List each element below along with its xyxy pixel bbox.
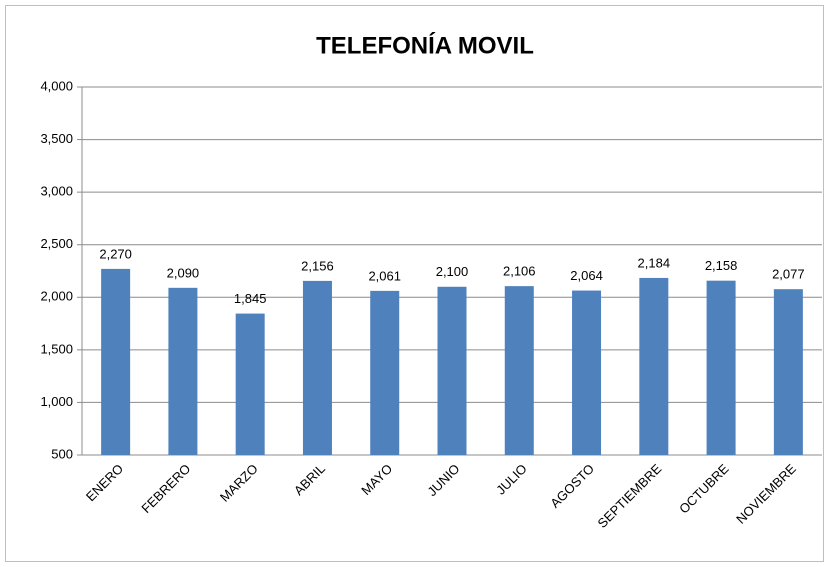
data-label: 2,156 bbox=[301, 258, 334, 273]
data-label: 2,090 bbox=[167, 265, 200, 280]
y-tick-label: 1,000 bbox=[40, 394, 73, 409]
bar bbox=[773, 289, 803, 455]
bar bbox=[572, 290, 602, 455]
bar bbox=[639, 277, 669, 455]
data-label: 2,270 bbox=[99, 246, 132, 261]
y-tick-label: 500 bbox=[51, 446, 73, 461]
data-label: 2,158 bbox=[705, 258, 738, 273]
bar bbox=[101, 268, 131, 455]
y-tick-label: 1,500 bbox=[40, 341, 73, 356]
chart-frame bbox=[5, 5, 824, 562]
bar bbox=[437, 286, 467, 455]
data-label: 2,061 bbox=[368, 268, 401, 283]
data-label: 2,077 bbox=[772, 267, 805, 282]
y-tick-label: 3,000 bbox=[40, 184, 73, 199]
bar bbox=[504, 286, 534, 455]
data-label: 1,845 bbox=[234, 291, 267, 306]
data-label: 2,064 bbox=[570, 268, 603, 283]
bar bbox=[168, 287, 198, 455]
y-tick-label: 4,000 bbox=[40, 78, 73, 93]
bar bbox=[370, 290, 400, 455]
y-tick-label: 2,000 bbox=[40, 289, 73, 304]
bar bbox=[302, 280, 332, 455]
chart-title: TELEFONÍA MOVIL bbox=[316, 31, 534, 59]
data-label: 2,106 bbox=[503, 264, 536, 279]
data-label: 2,184 bbox=[638, 255, 671, 270]
y-tick-label: 3,500 bbox=[40, 131, 73, 146]
bar bbox=[706, 280, 736, 455]
bar bbox=[235, 313, 265, 455]
data-label: 2,100 bbox=[436, 264, 469, 279]
y-tick-label: 2,500 bbox=[40, 236, 73, 251]
